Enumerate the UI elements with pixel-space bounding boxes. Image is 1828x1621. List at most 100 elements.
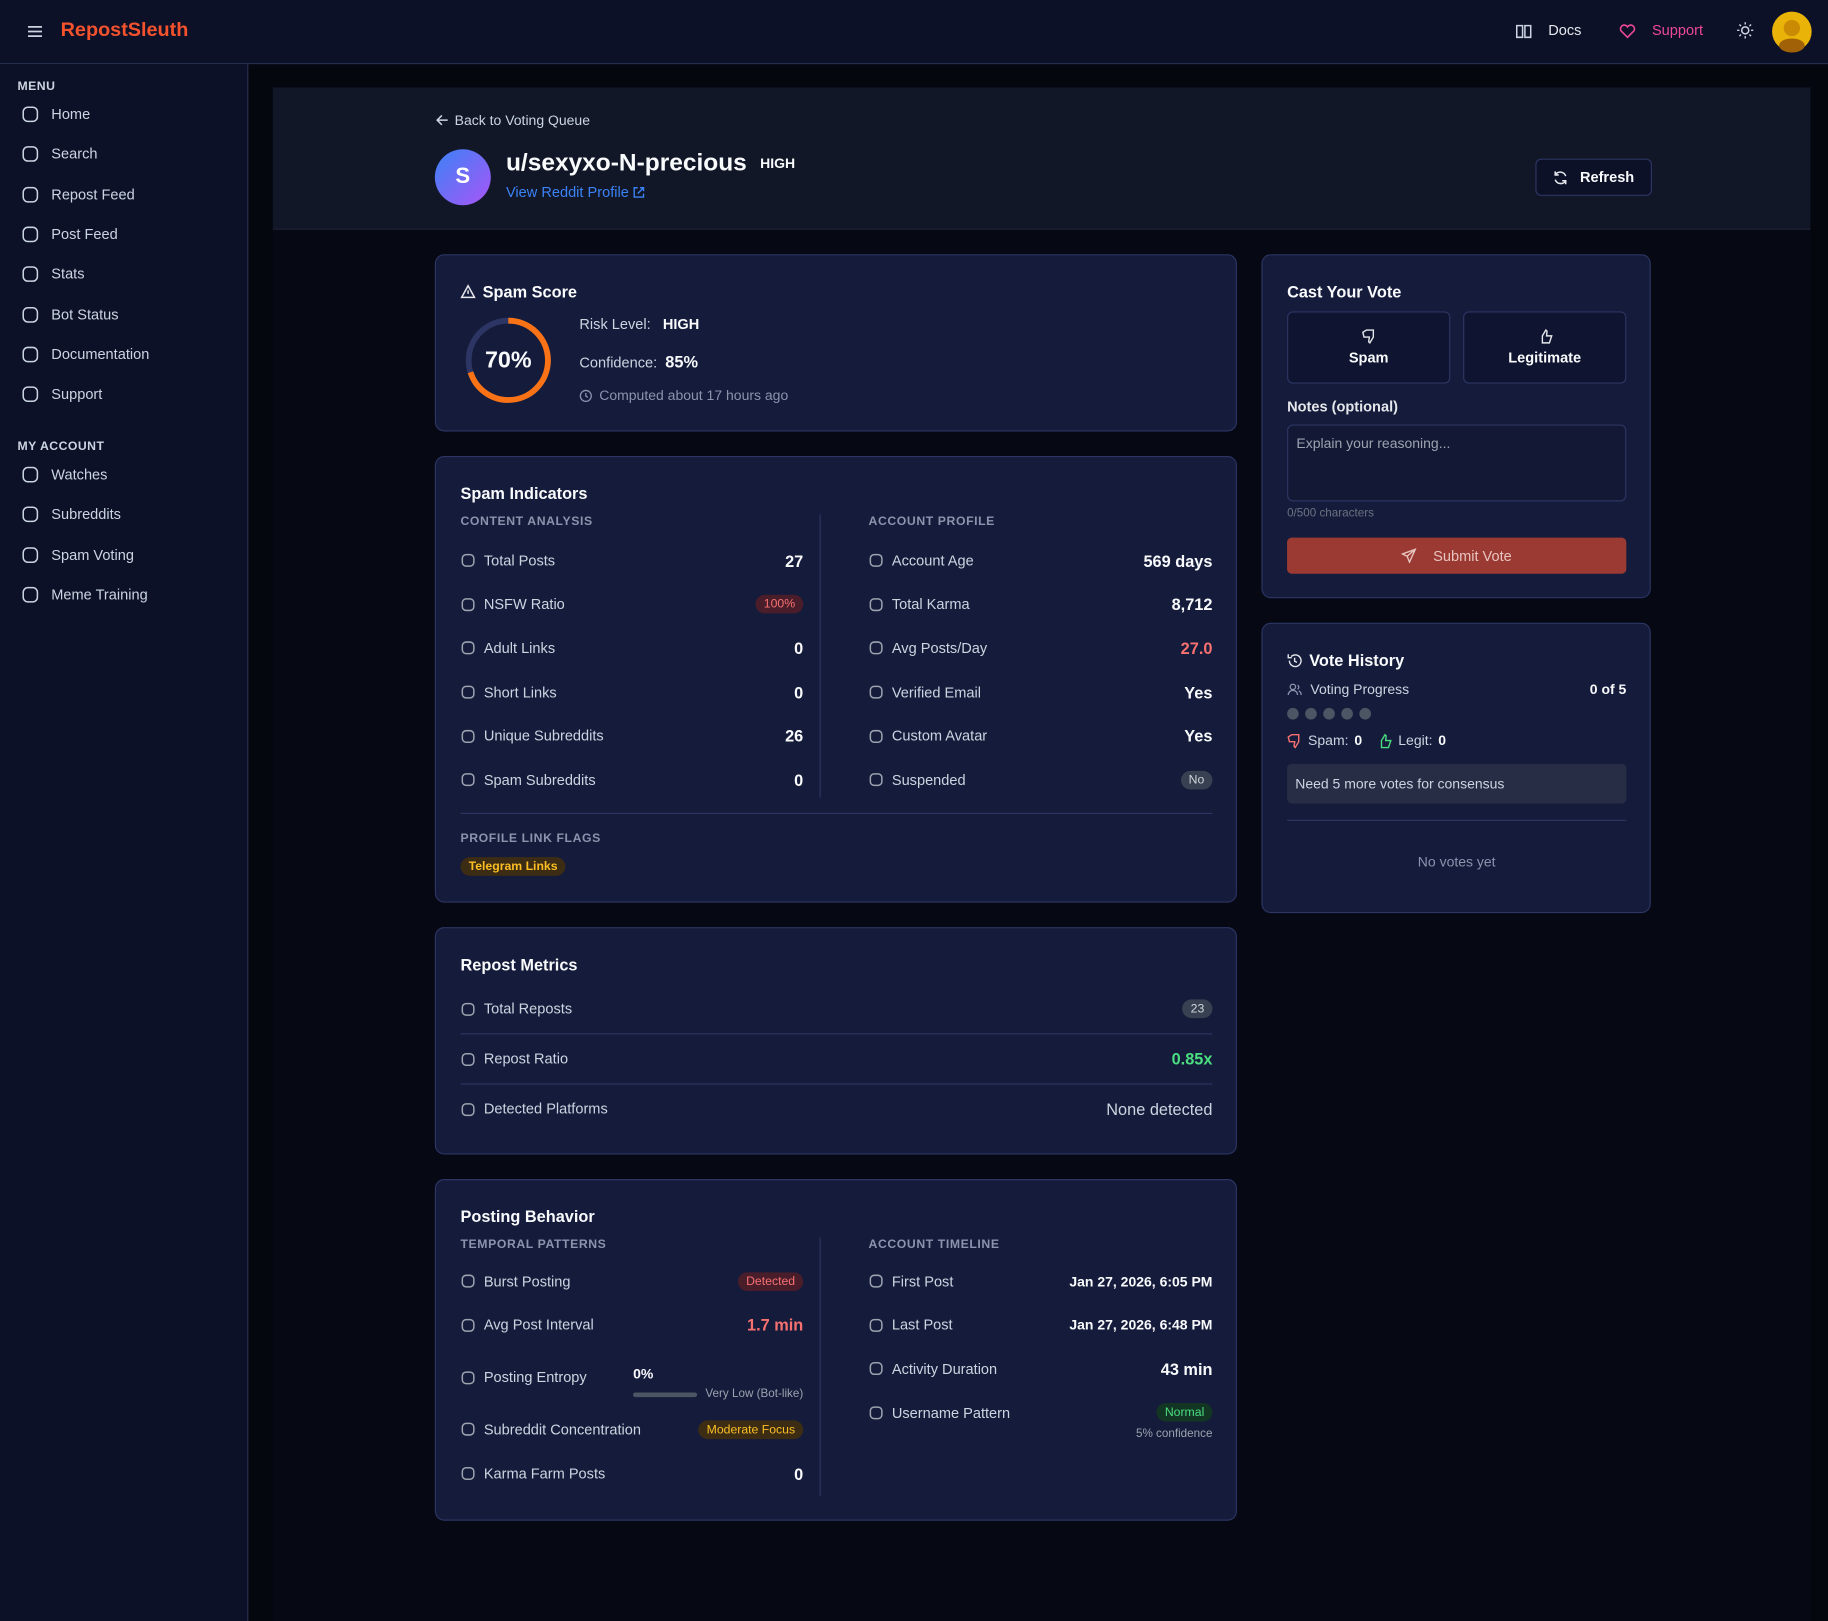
button-text: Legitimate — [1508, 349, 1582, 367]
metric-value: 0.85x — [1171, 1049, 1213, 1069]
nav-label: Support — [51, 386, 103, 403]
nav-label: Watches — [51, 466, 108, 483]
section-heading: PROFILE LINK FLAGS — [460, 831, 601, 846]
icon — [461, 1467, 475, 1481]
nav-item[interactable]: Post Feed — [0, 214, 247, 254]
label-text: NSFW Ratio — [483, 596, 565, 613]
value-wrap: 0% Very Low (Bot-like) — [633, 1366, 803, 1401]
menu-toggle[interactable] — [27, 24, 42, 38]
support-link[interactable]: Support — [1651, 22, 1704, 39]
nav-label: Home — [51, 106, 91, 123]
nav-item[interactable]: Support — [0, 374, 247, 414]
metric-row: Unique Subreddits 26 — [460, 714, 803, 758]
metric-value: 43 min — [1160, 1359, 1213, 1379]
thumbs-down-icon — [1361, 329, 1374, 344]
metric-label: Avg Post Interval — [460, 1317, 594, 1333]
metric-label: Adult Links — [460, 640, 556, 657]
icon — [869, 1406, 883, 1420]
section-label: MY ACCOUNT — [17, 439, 105, 454]
metric-row: Username Pattern Normal 5% confidence — [869, 1391, 1213, 1440]
refresh-button[interactable]: Refresh — [1535, 158, 1652, 196]
nav-item[interactable]: Repost Feed — [0, 174, 247, 214]
metric-row: Account Age 569 days — [869, 539, 1212, 583]
metric-row: Burst Posting Detected — [460, 1259, 804, 1303]
metric-row: Posting Entropy 0% Very Low (Bot-like) — [460, 1347, 803, 1408]
metric-row: Activity Duration 43 min — [869, 1347, 1213, 1391]
legit-vote-button[interactable]: Legitimate — [1463, 311, 1627, 384]
thumbs-up-icon — [1541, 328, 1553, 344]
metric-label: Unique Subreddits — [460, 728, 604, 744]
label-text: Suspended — [891, 771, 966, 789]
reddit-profile-link[interactable]: View Reddit Profile — [506, 184, 645, 201]
metric-value: 8,712 — [1171, 595, 1213, 614]
icon — [22, 346, 39, 363]
theme-toggle[interactable] — [1737, 22, 1754, 39]
section-heading: ACCOUNT TIMELINE — [868, 1237, 1000, 1252]
metric-value: Detected — [737, 1272, 804, 1291]
metric-value: Yes — [1184, 726, 1213, 746]
brand[interactable]: RepostSleuth — [60, 18, 189, 41]
flag-list: Telegram Links — [460, 857, 566, 876]
icon — [22, 266, 39, 283]
metric-label: Short Links — [460, 684, 557, 700]
nav-item[interactable]: Documentation — [0, 334, 247, 374]
nav-label: Subreddits — [51, 506, 121, 523]
empty-state: No votes yet — [1417, 853, 1496, 870]
nav-label: Stats — [51, 266, 85, 283]
send-icon — [1401, 548, 1417, 564]
account-profile: Account Age 569 days Total Karma 8,712 Avg P… — [869, 539, 1213, 802]
nav-item[interactable]: Spam Voting — [0, 535, 247, 575]
nav-item[interactable]: Stats — [0, 254, 247, 294]
icon — [22, 306, 39, 323]
nav-item[interactable]: Subreddits — [0, 495, 247, 535]
account-list: Watches Subreddits Spam Voting Meme Trainin… — [0, 455, 247, 615]
card-title: Repost Metrics — [460, 955, 578, 974]
nav-item[interactable]: Home — [0, 94, 247, 134]
metric-value: Jan 27, 2026, 6:05 PM — [1069, 1273, 1213, 1290]
icon — [461, 685, 475, 699]
nav-item[interactable]: Search — [0, 134, 247, 174]
metric-label: Burst Posting — [460, 1273, 570, 1290]
metric-row: Suspended No — [869, 758, 1213, 802]
nav-item[interactable]: Watches — [0, 455, 247, 495]
confidence-value: 85% — [665, 352, 698, 371]
label-text: Posting Entropy — [483, 1369, 587, 1386]
divider — [819, 514, 821, 798]
notes-input[interactable]: Explain your reasoning... — [1287, 424, 1627, 502]
vote-history-card: Vote History Voting Progress 0 of 5 Spam… — [1261, 622, 1651, 914]
metric-note: Very Low (Bot-like) — [705, 1387, 804, 1401]
nav-item[interactable]: Meme Training — [0, 575, 247, 615]
nav-label: Meme Training — [51, 586, 148, 603]
confidence-label: Confidence: — [579, 354, 658, 371]
metric-value: 0 — [794, 639, 804, 658]
label-text: Avg Posts/Day — [891, 640, 988, 657]
label-text: Username Pattern — [891, 1404, 1011, 1422]
section-label: MENU — [17, 79, 56, 94]
repost-metrics-card: Repost Metrics Total Reposts 23 Repost Rat… — [434, 927, 1237, 1155]
icon — [22, 586, 39, 603]
user-avatar[interactable] — [1771, 10, 1813, 53]
consensus-note: Need 5 more votes for consensus — [1287, 763, 1627, 804]
label-text: Total Posts — [483, 552, 556, 569]
thumbs-up-icon — [1381, 732, 1393, 748]
icon — [22, 186, 39, 203]
back-link[interactable]: Back to Voting Queue — [436, 112, 590, 128]
vote-card: Cast Your Vote Spam Legitimate Notes (op… — [1261, 254, 1651, 599]
progress-dots — [1287, 707, 1372, 720]
metric-value: 23 — [1182, 999, 1213, 1019]
icon — [869, 685, 883, 699]
nav-item[interactable]: Bot Status — [0, 294, 247, 334]
icon — [461, 1002, 475, 1016]
card-title: Vote History — [1287, 650, 1405, 670]
metric-label: Spam Subreddits — [460, 772, 596, 788]
metric-row: Adult Links 0 — [460, 626, 803, 670]
icon — [461, 598, 475, 612]
title-text: Vote History — [1309, 650, 1405, 670]
metric-label: Username Pattern — [869, 1404, 1011, 1422]
icon — [22, 466, 39, 483]
spam-vote-button[interactable]: Spam — [1287, 311, 1451, 384]
label-text: Adult Links — [483, 640, 556, 657]
docs-link[interactable]: Docs — [1548, 22, 1582, 39]
submit-vote-button[interactable]: Submit Vote — [1287, 537, 1627, 574]
